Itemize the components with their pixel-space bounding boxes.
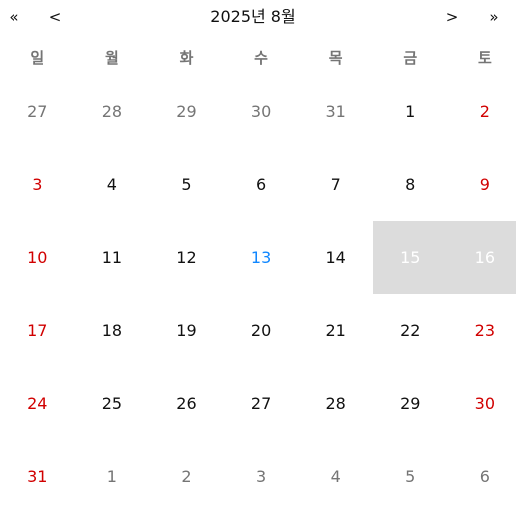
month-year-title[interactable]: 2025년 8월	[160, 4, 346, 30]
day-cell-adjacent-month[interactable]: 4	[298, 440, 373, 513]
day-cell[interactable]: 16	[447, 221, 516, 294]
weekday-monday: 월	[104, 48, 119, 67]
day-cell-adjacent-month[interactable]: 29	[149, 75, 224, 148]
day-cell[interactable]: 11	[75, 221, 150, 294]
day-cell[interactable]: 9	[448, 148, 516, 221]
day-cell[interactable]: 28	[298, 367, 373, 440]
weekday-tuesday: 화	[179, 48, 194, 67]
day-cell-adjacent-month[interactable]: 1	[75, 440, 150, 513]
day-cell-adjacent-month[interactable]: 31	[298, 75, 373, 148]
day-cell[interactable]: 10	[0, 221, 75, 294]
previous-year-button[interactable]: «	[0, 4, 28, 30]
day-cell[interactable]: 2	[448, 75, 516, 148]
day-cell[interactable]: 31	[0, 440, 75, 513]
weekday-header: 일 월 화 수 목 금 토	[0, 40, 516, 74]
day-cell-adjacent-month[interactable]: 30	[224, 75, 299, 148]
day-cell[interactable]: 6	[224, 148, 299, 221]
day-cell[interactable]: 3	[0, 148, 75, 221]
day-cell-adjacent-month[interactable]: 6	[448, 440, 516, 513]
weekday-friday: 금	[403, 48, 418, 67]
calendar-navigation: « < 2025년 8월 > »	[0, 0, 516, 34]
day-cell[interactable]: 12	[149, 221, 224, 294]
day-cell-adjacent-month[interactable]: 3	[224, 440, 299, 513]
day-cell[interactable]: 15	[372, 221, 448, 294]
day-cell[interactable]: 26	[149, 367, 224, 440]
next-month-button[interactable]: >	[438, 4, 466, 30]
day-cell[interactable]: 20	[224, 294, 299, 367]
day-cell[interactable]: 5	[149, 148, 224, 221]
day-cell[interactable]: 30	[448, 367, 516, 440]
day-cell[interactable]: 18	[75, 294, 150, 367]
weekday-wednesday: 수	[254, 48, 268, 67]
day-cell-adjacent-month[interactable]: 5	[373, 440, 448, 513]
day-cell-adjacent-month[interactable]: 28	[75, 75, 150, 148]
day-grid: 27 28 29 30 31 1 2 3 4 5 6 7 8 9 10 11 12 13 14 15 16 17 18 19 2…	[0, 75, 516, 512]
day-cell[interactable]: 13	[224, 221, 299, 294]
day-cell[interactable]: 19	[149, 294, 224, 367]
next-year-button[interactable]: »	[480, 4, 508, 30]
day-cell[interactable]: 14	[298, 221, 373, 294]
day-cell[interactable]: 24	[0, 367, 75, 440]
day-cell[interactable]: 22	[373, 294, 448, 367]
day-cell-adjacent-month[interactable]: 2	[149, 440, 224, 513]
day-cell[interactable]: 21	[298, 294, 373, 367]
weekday-sunday: 일	[30, 48, 45, 67]
day-cell[interactable]: 27	[224, 367, 299, 440]
previous-month-button[interactable]: <	[41, 4, 69, 30]
day-cell[interactable]: 4	[75, 148, 150, 221]
day-cell[interactable]: 29	[373, 367, 448, 440]
day-cell[interactable]: 17	[0, 294, 75, 367]
day-cell[interactable]: 25	[75, 367, 150, 440]
day-cell[interactable]: 7	[298, 148, 373, 221]
weekday-thursday: 목	[328, 48, 343, 67]
weekday-saturday: 토	[477, 48, 492, 67]
day-cell[interactable]: 23	[448, 294, 516, 367]
day-cell[interactable]: 8	[373, 148, 448, 221]
day-cell[interactable]: 1	[373, 75, 448, 148]
day-cell-adjacent-month[interactable]: 27	[0, 75, 75, 148]
